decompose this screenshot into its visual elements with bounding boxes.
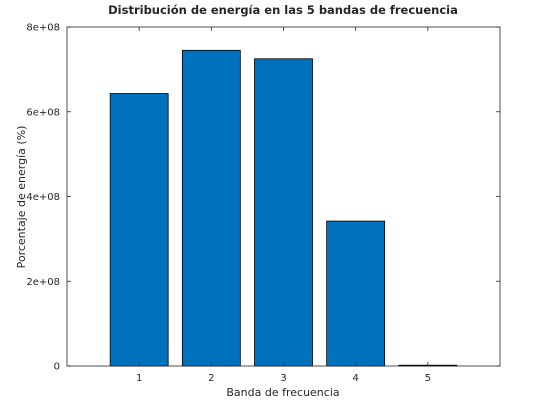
y-tick-label-2: 4e+08 <box>26 192 60 203</box>
bars-group <box>109 49 458 367</box>
y-tick-label-0: 0 <box>54 362 60 373</box>
x-tick-label-3: 3 <box>280 373 286 384</box>
y-tick-label-1: 2e+08 <box>26 277 60 288</box>
x-tick-label-4: 4 <box>352 373 358 384</box>
y-tick-label-4: 8e+08 <box>26 23 60 34</box>
x-axis-label: Banda de frecuencia <box>226 386 339 399</box>
bar-3 <box>254 58 313 367</box>
bar-1 <box>109 93 169 367</box>
y-tick-label-3: 6e+08 <box>26 107 60 118</box>
chart-title: Distribución de energía en las 5 bandas … <box>108 3 458 17</box>
bar-2 <box>181 49 241 367</box>
bar-4 <box>326 220 386 367</box>
x-tick-label-2: 2 <box>208 373 214 384</box>
y-axis-label: Porcentaje de energía (%) <box>15 126 28 269</box>
x-tick-label-5: 5 <box>425 373 431 384</box>
axes-group: 1 2 3 4 5 0 2e+08 4e+08 6e+08 8e+08 <box>26 23 501 384</box>
x-tick-label-1: 1 <box>136 373 142 384</box>
